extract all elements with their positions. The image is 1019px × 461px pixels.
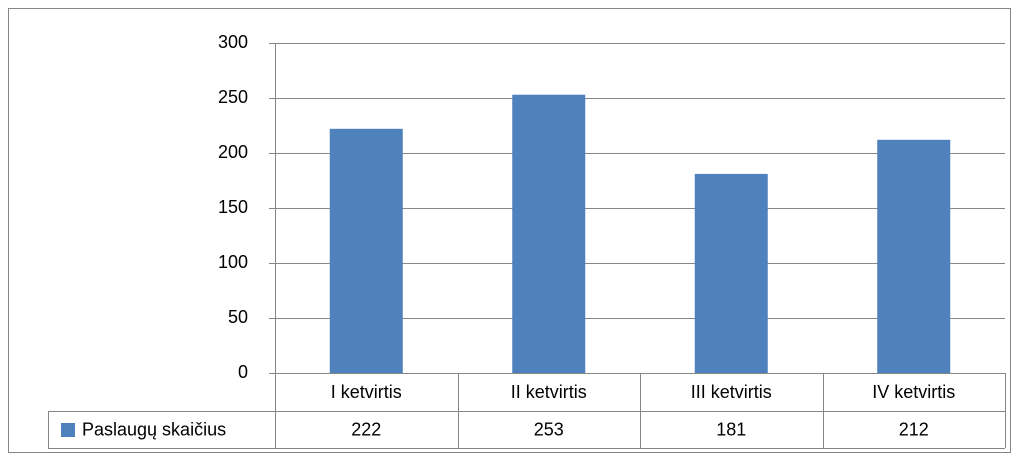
legend-key (61, 423, 75, 437)
bar (329, 128, 403, 373)
y-tick-label: 300 (218, 32, 248, 52)
y-tick-label: 250 (218, 87, 248, 107)
bar (512, 94, 586, 373)
y-tick-label: 0 (238, 362, 248, 382)
y-tick-label: 150 (218, 197, 248, 217)
x-tick-label: II ketvirtis (511, 382, 587, 402)
legend-label: Paslaugų skaičius (82, 419, 226, 439)
data-table-value: 222 (351, 419, 381, 439)
bar (877, 139, 951, 373)
x-tick-label: I ketvirtis (331, 382, 402, 402)
x-tick-label: III ketvirtis (691, 382, 772, 402)
data-table-value: 212 (899, 419, 929, 439)
y-tick-label: 100 (218, 252, 248, 272)
data-table-value: 181 (716, 419, 746, 439)
y-tick-label: 50 (228, 307, 248, 327)
y-tick-label: 200 (218, 142, 248, 162)
x-tick-label: IV ketvirtis (872, 382, 955, 402)
bar (694, 173, 768, 373)
chart-border (8, 8, 1011, 453)
data-table-value: 253 (534, 419, 564, 439)
